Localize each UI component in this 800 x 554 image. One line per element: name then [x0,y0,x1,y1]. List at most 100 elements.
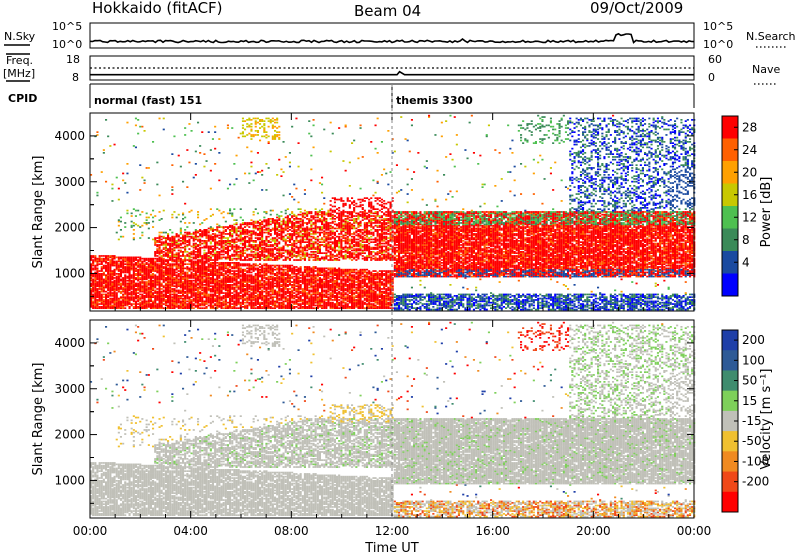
power-cell [169,277,172,279]
power-cell [203,263,206,265]
power-cell [209,293,212,296]
power-cell [160,277,163,279]
power-cell [169,290,172,293]
power-cell [171,252,174,254]
power-cell [276,240,279,242]
power-cell [147,257,150,260]
power-cell [235,238,238,241]
power-cell [102,299,105,301]
power-cell [199,246,202,249]
power-cell [201,292,204,294]
power-cell [152,274,155,276]
power-cell [134,297,137,300]
power-cell [158,290,161,293]
power-cell [164,253,167,256]
power-cell [162,307,165,309]
power-cell [282,259,285,261]
power-cell [105,256,108,259]
power-cell [132,278,135,281]
power-cell [254,259,257,261]
power-cell [256,229,259,231]
power-cell [203,231,206,234]
power-cell [214,267,217,270]
power-cell [259,226,262,228]
power-cell [209,229,212,231]
power-cell [211,304,214,307]
power-cell [90,174,93,176]
power-cell [130,266,133,268]
power-cell [207,260,210,263]
power-cell [179,285,182,287]
power-cell [269,268,272,271]
power-cell [147,268,150,271]
power-cell [246,224,249,227]
power-cell [147,259,150,261]
power-cell [256,307,259,309]
power-cell [194,253,197,256]
power-cell [265,256,268,259]
power-cell [244,299,247,301]
power-cell [203,267,206,270]
power-cell [284,238,287,241]
power-cell [137,277,140,279]
power-cell [214,260,217,263]
power-cell [278,248,281,250]
power-cell [224,278,227,281]
power-cell [173,241,176,243]
power-cell [160,255,163,257]
power-cell [113,284,116,286]
power-cell [190,300,193,303]
power-cell [184,237,187,239]
power-cell [128,306,131,308]
power-cell [256,286,259,289]
power-cell [160,304,163,307]
power-cell [239,295,242,297]
power-cell [98,273,101,275]
power-cell [158,288,161,290]
power-cell [134,273,137,275]
power-cell [299,234,302,237]
power-cell [211,300,214,303]
power-cell [175,246,178,249]
power-cell [194,256,197,259]
power-cell [282,297,285,300]
power-cell [280,299,283,301]
power-cell [173,135,176,138]
power-cell [169,242,172,245]
power-cell [259,241,262,243]
power-cell [162,255,165,257]
power-cell [109,307,112,309]
power-cell [192,240,195,242]
power-cell [235,264,238,267]
power-cell [132,279,135,282]
power-cell [90,300,93,303]
power-cell [107,300,110,303]
power-cell [271,136,274,139]
power-cell [226,251,229,253]
power-cell [192,244,195,246]
power-cell [137,296,140,298]
power-cell [117,266,120,268]
power-cell [235,241,238,243]
power-cell [143,130,146,132]
power-cell [190,251,193,253]
power-cell [122,235,125,238]
power-cell [276,279,279,282]
power-cell [169,295,172,297]
power-cell [263,273,266,275]
power-cell [310,289,313,292]
power-cell [220,301,223,304]
power-cell [211,264,214,267]
power-cell [224,257,227,260]
power-cell [271,248,274,250]
power-cell [237,286,240,289]
power-cell [267,284,270,286]
power-cell [222,231,225,234]
power-cell [105,266,108,268]
power-cell [167,249,170,252]
power-cell [203,281,206,283]
power-cell [132,275,135,278]
power-cell [226,270,229,272]
power-cell [132,290,135,293]
power-cell [186,268,189,271]
